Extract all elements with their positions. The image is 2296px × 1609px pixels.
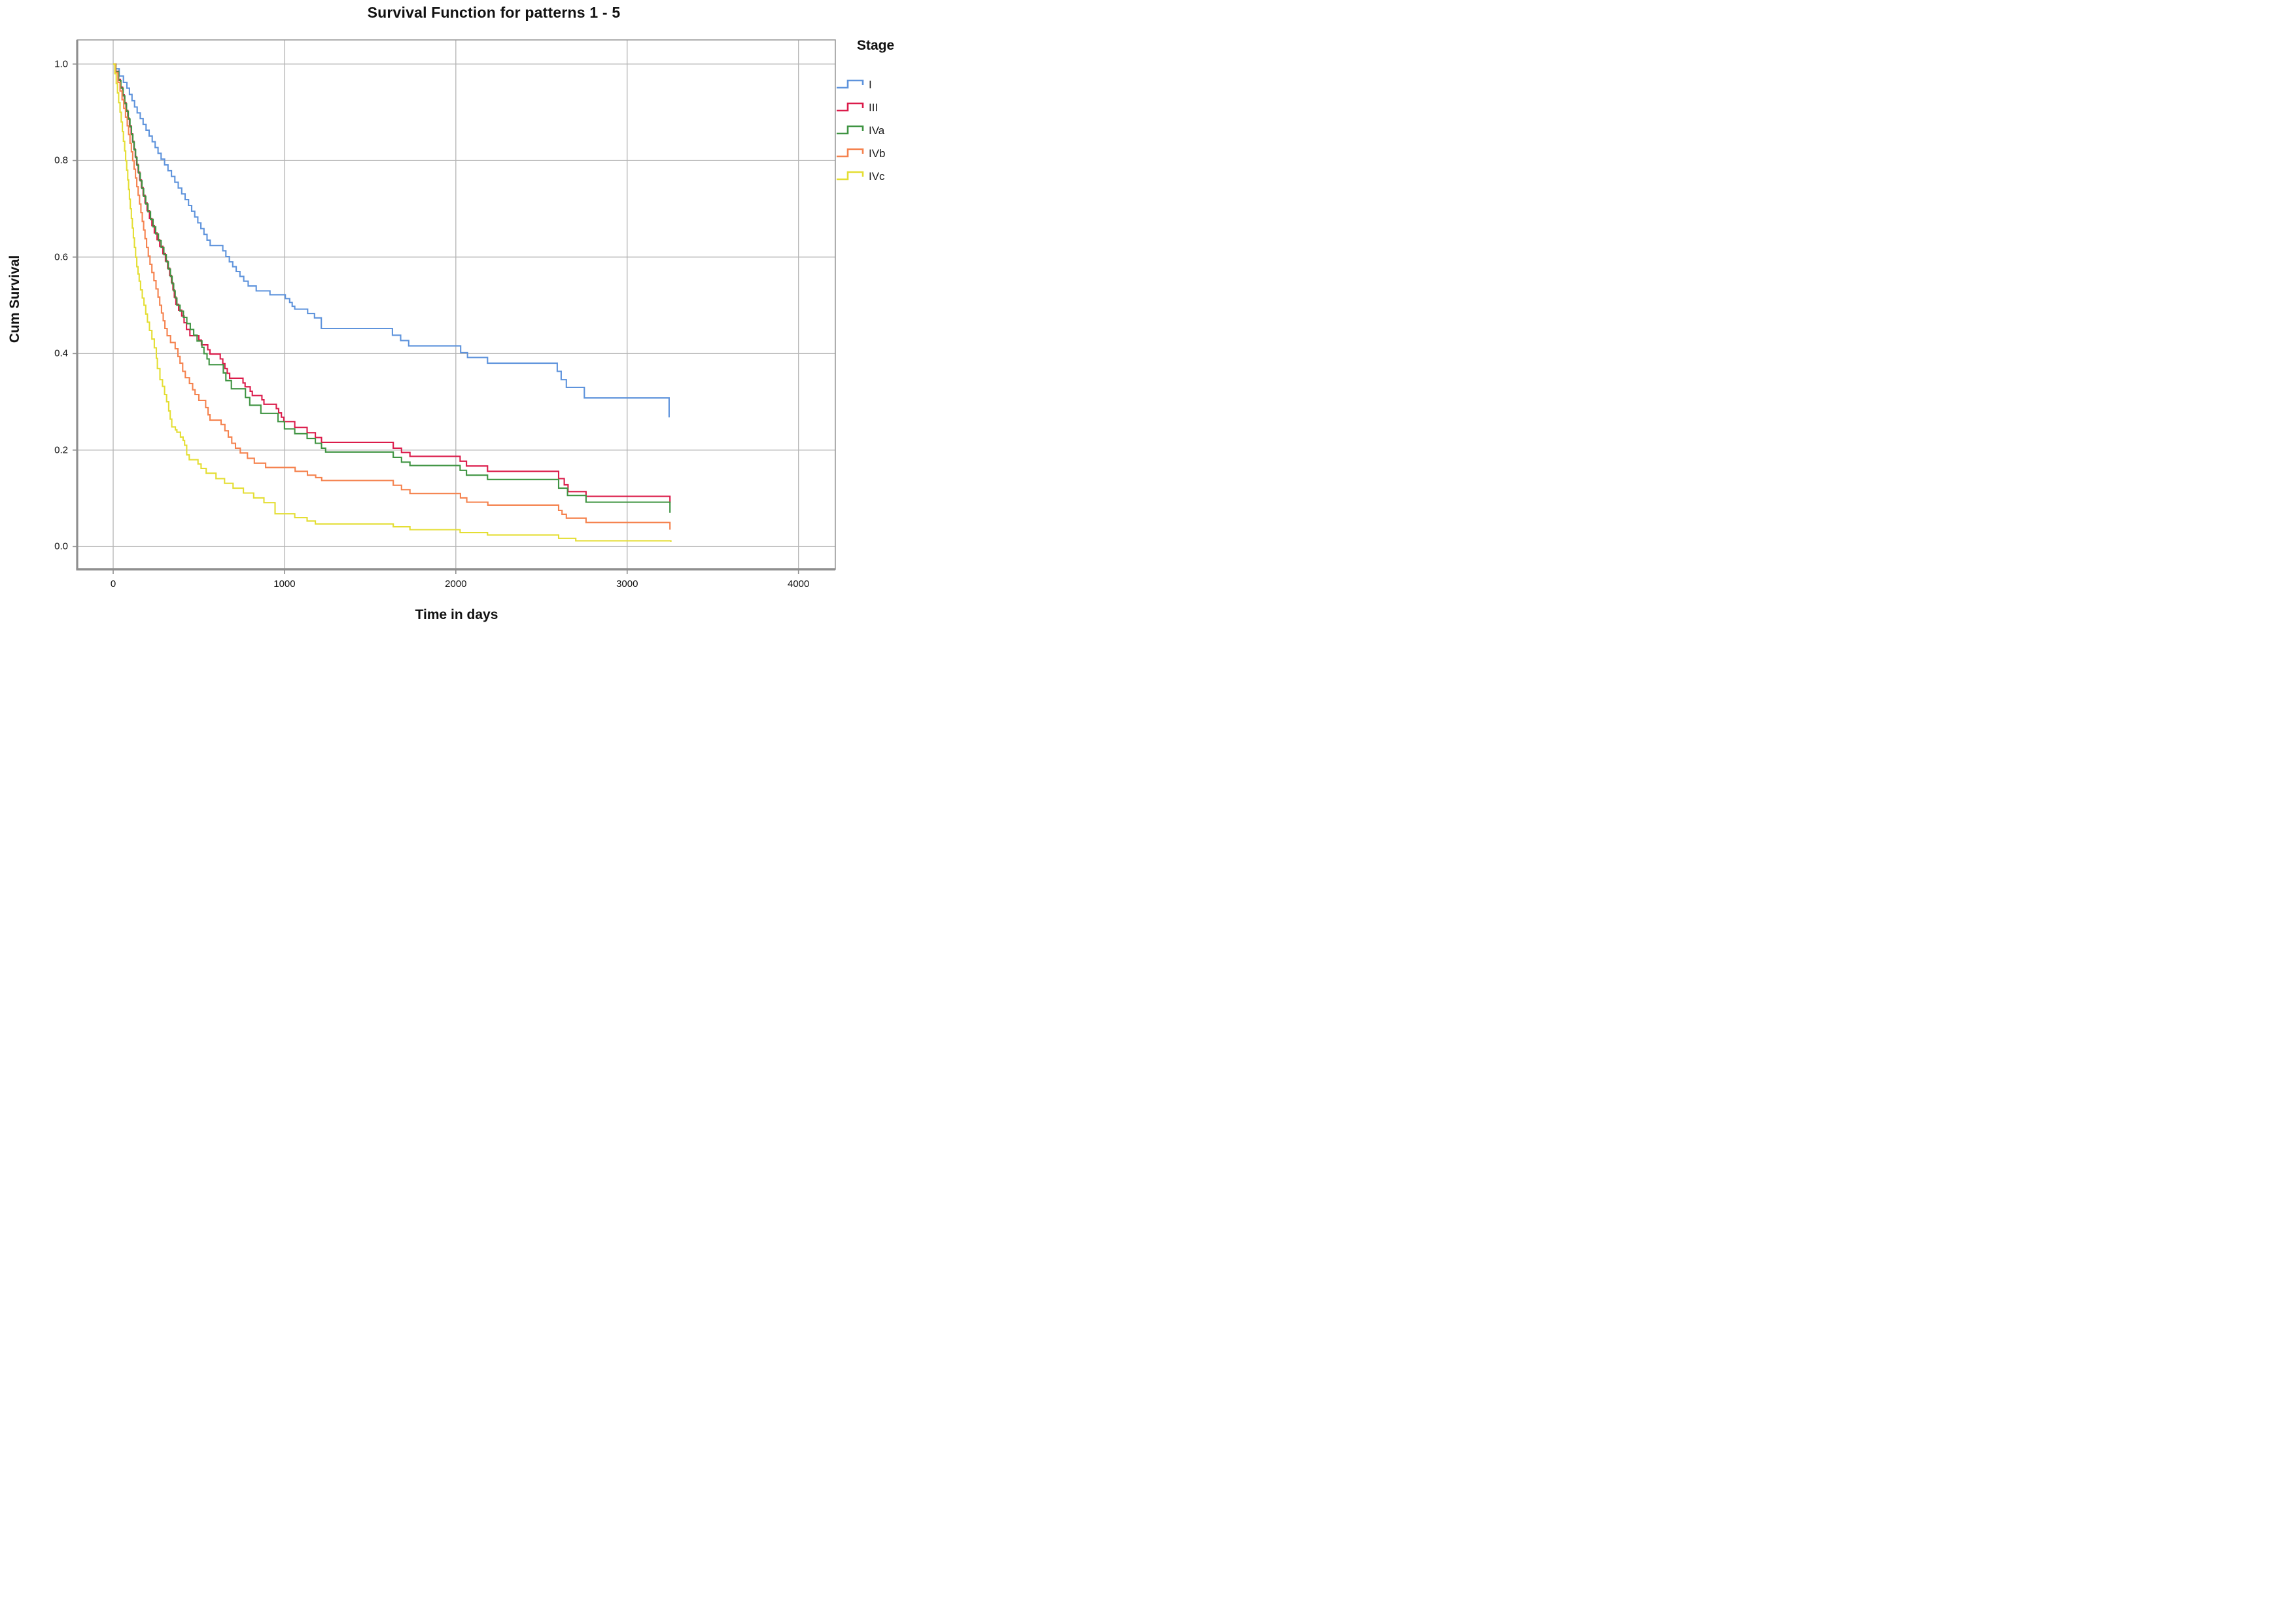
legend-label: IVc: [869, 169, 885, 183]
legend-item-IVc: IVc: [836, 168, 917, 185]
y-tick-label: 0.2: [54, 444, 68, 456]
y-tick-label: 0.6: [54, 251, 68, 263]
y-tick-label: 0.4: [54, 347, 68, 359]
survival-curve-I: [113, 63, 670, 417]
x-tick-label: 3000: [616, 578, 638, 590]
y-tick-label: 0.8: [54, 154, 68, 166]
legend-step-line-icon: [837, 79, 864, 89]
legend-item-IVa: IVa: [836, 122, 917, 139]
legend-item-III: III: [836, 99, 917, 116]
legend-item-I: I: [836, 76, 917, 93]
y-tick-label: 1.0: [54, 58, 68, 70]
survival-curve-III: [113, 63, 671, 503]
x-tick-label: 2000: [445, 578, 467, 590]
x-tick-label: 1000: [273, 578, 296, 590]
plot-frame: [77, 39, 836, 570]
x-tick-label: 0: [110, 578, 116, 590]
legend-step-line-icon: [837, 125, 864, 135]
y-tick-label: 0.0: [54, 540, 68, 552]
x-tick-label: 4000: [787, 578, 810, 590]
x-axis-title: Time in days: [415, 607, 498, 622]
legend-label: I: [869, 78, 872, 91]
legend-label: IVa: [869, 124, 885, 137]
survival-curve-IVb: [113, 63, 671, 530]
survival-chart-figure: Survival Function for patterns 1 - 5 Cum…: [0, 0, 918, 644]
legend-step-line-icon: [837, 148, 864, 158]
survival-curve-IVc: [113, 63, 672, 542]
chart-title: Survival Function for patterns 1 - 5: [367, 4, 621, 21]
plot-area: [73, 39, 836, 574]
legend-item-IVb: IVb: [836, 145, 917, 162]
legend-step-line-icon: [837, 171, 864, 181]
survival-curve-IVa: [113, 63, 671, 513]
legend-label: III: [869, 101, 878, 114]
legend: Stage I III IVa IVb IVc: [836, 38, 917, 190]
legend-title: Stage: [857, 38, 895, 53]
tick-marks: [73, 63, 799, 574]
legend-step-line-icon: [837, 102, 864, 112]
legend-label: IVb: [869, 147, 886, 160]
gridlines: [77, 40, 835, 569]
legend-items: I III IVa IVb IVc: [836, 76, 917, 185]
